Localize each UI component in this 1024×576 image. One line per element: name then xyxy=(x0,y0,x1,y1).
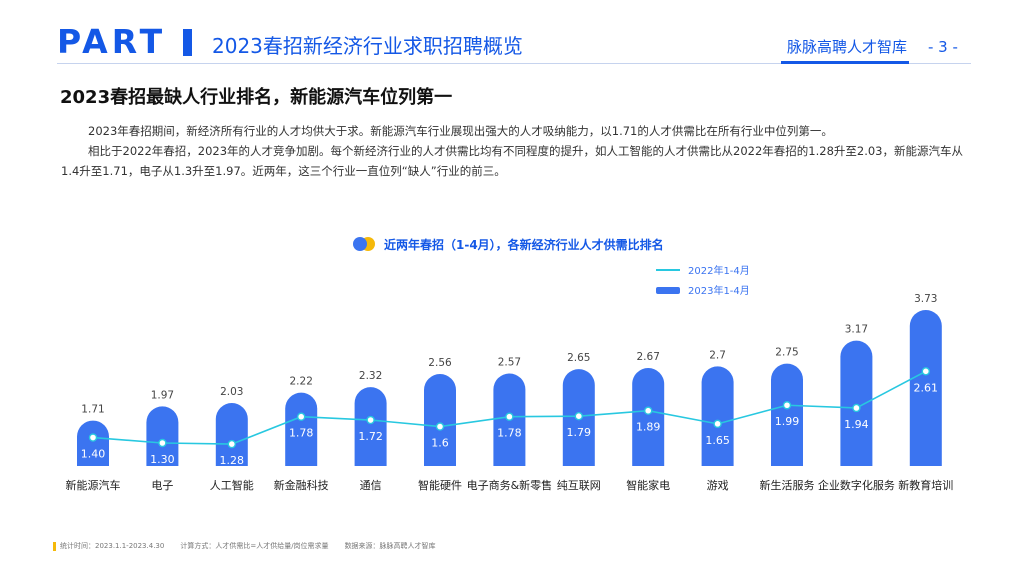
chart-title: 近两年春招（1-4月），各新经济行业人才供需比排名 xyxy=(384,237,664,252)
footer: 统计时间：2023.1.1-2023.4.30 计算方式：人才供需比=人才供给量/… xyxy=(53,541,436,551)
footer-accent-bar xyxy=(53,541,56,551)
bar-value-label: 2.32 xyxy=(359,370,382,382)
chart-title-group: 近两年春招（1-4月），各新经济行业人才供需比排名 xyxy=(353,237,664,252)
bar-value-label: 2.67 xyxy=(637,351,660,363)
x-tick-label: 通信 xyxy=(360,479,382,492)
chart: 近两年春招（1-4月），各新经济行业人才供需比排名 2022年1-4月 2023… xyxy=(40,228,1000,498)
bar-2023 xyxy=(701,366,734,466)
x-tick-label: 电子商务&新零售 xyxy=(467,478,553,492)
bar-value-label: 2.75 xyxy=(775,347,798,359)
line-value-label: 1.30 xyxy=(150,453,175,466)
bar-value-label: 2.65 xyxy=(567,352,590,364)
bar-2023 xyxy=(840,340,873,466)
bar-2023 xyxy=(909,310,942,466)
line-point-2022 xyxy=(366,415,375,425)
page-header: PART 2023春招新经济行业求职招聘概览 脉脉高聘人才智库 - 3 - xyxy=(0,0,1024,72)
header-divider xyxy=(57,63,971,64)
line-value-label: 1.78 xyxy=(289,427,314,440)
headline: 2023春招最缺人行业排名，新能源汽车位列第一 xyxy=(60,87,453,108)
chart-svg: 近两年春招（1-4月），各新经济行业人才供需比排名 2022年1-4月 2023… xyxy=(66,237,953,492)
bar-value-label: 2.7 xyxy=(709,349,726,361)
x-tick-label: 人工智能 xyxy=(210,478,254,492)
title-dot-blue xyxy=(353,237,367,251)
line-value-label: 1.28 xyxy=(220,454,245,467)
line-value-label: 1.65 xyxy=(705,434,730,447)
x-tick-label: 新金融科技 xyxy=(274,478,329,492)
line-point-2022 xyxy=(713,419,722,429)
legend-bar-swatch xyxy=(656,287,680,294)
line-value-label: 1.40 xyxy=(81,448,106,461)
line-point-2022 xyxy=(574,411,583,421)
bar-2023 xyxy=(354,387,387,466)
part-label: PART xyxy=(57,22,167,61)
bar-2023 xyxy=(146,406,179,466)
footer-source: 数据来源：脉脉高聘人才智库 xyxy=(344,542,436,550)
page-number: - 3 - xyxy=(928,38,958,56)
line-point-2022 xyxy=(158,438,167,448)
line-value-label: 1.78 xyxy=(497,427,522,440)
line-point-2022 xyxy=(297,412,306,421)
bar-value-label: 1.97 xyxy=(151,389,174,401)
legend-2023-label: 2023年1-4月 xyxy=(688,284,750,297)
line-point-2022 xyxy=(227,439,237,449)
bar-2023 xyxy=(77,420,109,466)
section-title: 2023春招新经济行业求职招聘概览 xyxy=(212,34,523,58)
x-tick-label: 新教育培训 xyxy=(898,478,953,492)
bar-value-label: 2.57 xyxy=(498,356,521,368)
line-point-2022 xyxy=(852,403,861,413)
line-value-label: 1.79 xyxy=(567,426,592,439)
bar-value-label: 3.17 xyxy=(845,324,868,336)
line-value-label: 1.94 xyxy=(844,418,869,431)
x-tick-label: 游戏 xyxy=(707,479,729,492)
part-numeral-bar xyxy=(183,29,192,56)
line-value-label: 1.99 xyxy=(775,415,800,428)
x-tick-label: 智能硬件 xyxy=(418,478,462,492)
line-point-2022 xyxy=(921,367,930,376)
bar-value-label: 2.03 xyxy=(220,386,243,398)
paragraph-2: 相比于2022年春招，2023年的人才竞争加剧。每个新经济行业的人才供需比均有不… xyxy=(61,144,964,178)
line-point-2022 xyxy=(782,401,792,410)
line-point-2022 xyxy=(505,412,514,421)
line-value-label: 1.72 xyxy=(358,430,383,443)
chart-legend: 2022年1-4月 2023年1-4月 xyxy=(656,264,750,297)
line-value-label: 1.6 xyxy=(431,437,449,450)
brand-name: 脉脉高聘人才智库 xyxy=(787,38,908,56)
x-tick-label: 智能家电 xyxy=(626,478,670,492)
bar-2023 xyxy=(215,403,248,466)
bar-2023 xyxy=(424,374,456,466)
legend-2022-label: 2022年1-4月 xyxy=(688,264,750,277)
line-value-label: 2.61 xyxy=(914,381,939,394)
brand-underline xyxy=(781,61,909,64)
line-point-2022 xyxy=(644,406,653,415)
line-point-2022 xyxy=(88,433,98,442)
x-tick-label: 纯互联网 xyxy=(557,479,601,492)
bar-2023 xyxy=(632,368,665,466)
x-tick-label: 新生活服务 xyxy=(760,478,815,492)
line-point-2022 xyxy=(435,422,445,431)
paragraph-1: 2023年春招期间，新经济所有行业的人才均供大于求。新能源汽车行业展现出强大的人… xyxy=(88,124,833,138)
footer-stat-time: 统计时间：2023.1.1-2023.4.30 xyxy=(60,542,165,550)
bar-value-label: 2.56 xyxy=(428,357,452,369)
x-tick-label: 电子 xyxy=(151,479,173,492)
x-tick-label: 新能源汽车 xyxy=(66,478,121,492)
bar-value-label: 2.22 xyxy=(290,376,313,388)
footer-method: 计算方式：人才供需比=人才供给量/岗位需求量 xyxy=(180,542,329,550)
bar-2023 xyxy=(771,363,803,466)
line-value-label: 1.89 xyxy=(636,421,661,434)
bar-value-label: 3.73 xyxy=(914,293,937,305)
bar-value-label: 1.71 xyxy=(81,404,104,416)
x-tick-label: 企业数字化服务 xyxy=(818,478,895,492)
bar-2023 xyxy=(285,392,318,466)
